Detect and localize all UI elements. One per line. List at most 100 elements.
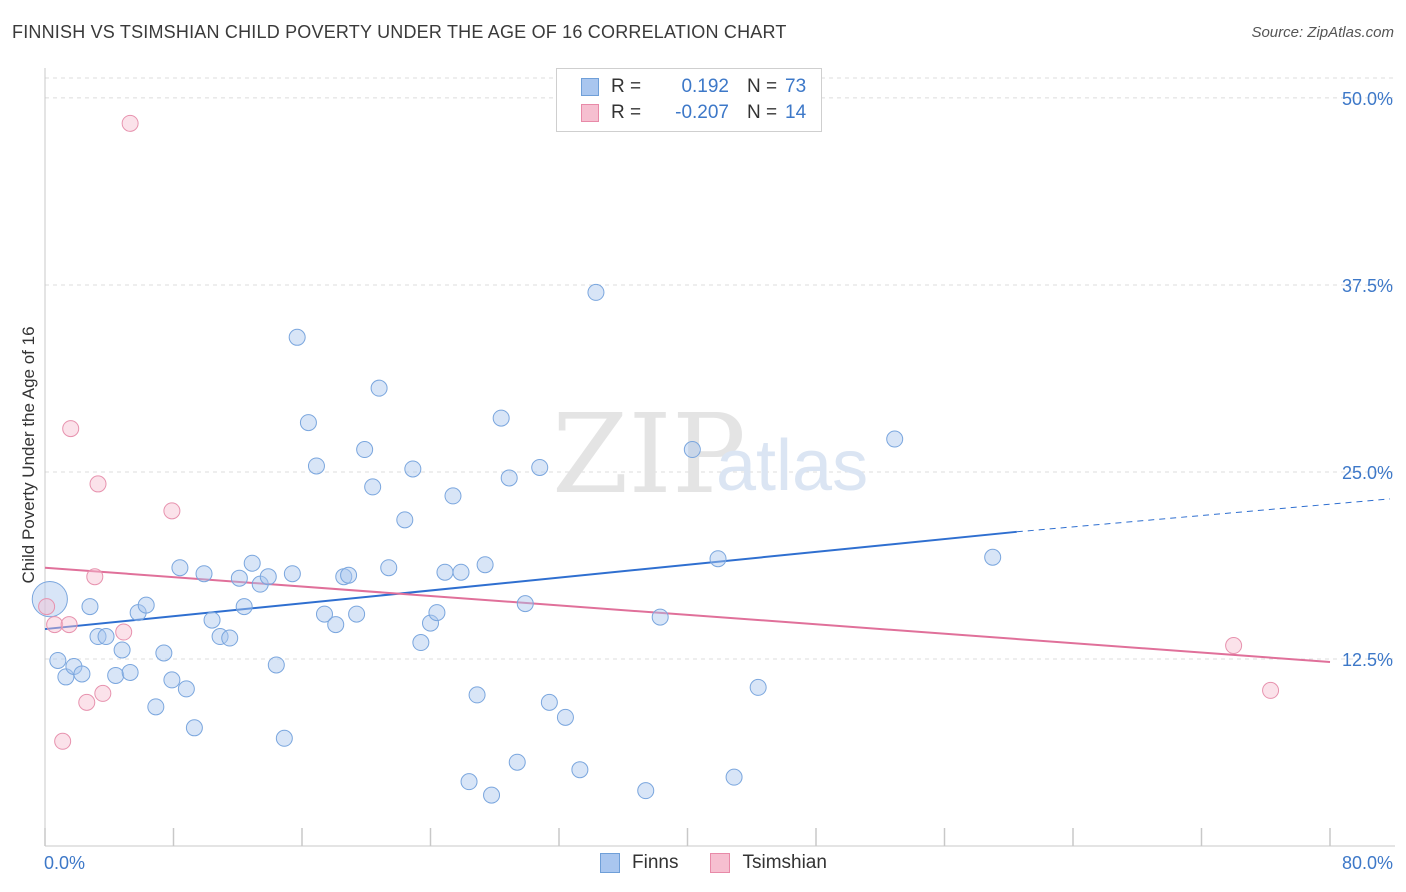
finns-point (396, 511, 414, 529)
x-tick-label: 0.0% (44, 853, 85, 873)
finns-swatch (581, 78, 599, 96)
finns-point (356, 441, 374, 459)
grid-lines (45, 77, 1395, 660)
finns-point (508, 753, 526, 771)
finns-legend-label: Finns (632, 852, 679, 873)
finns-point (370, 379, 388, 397)
finns-point (147, 698, 165, 716)
finns-point (315, 605, 333, 623)
finns-point (243, 554, 261, 572)
finns-point (348, 605, 366, 623)
tsimshian-point (1262, 681, 1280, 699)
finns-point (307, 457, 325, 475)
finns-point (121, 663, 139, 681)
finns-point (516, 595, 534, 613)
finns-point (412, 634, 430, 652)
finns-point (267, 656, 285, 674)
y-tick-label: 50.0% (1342, 89, 1393, 109)
y-tick-labels: 12.5% 25.0% 37.5% 50.0% (1342, 89, 1393, 670)
tsimshian-point (54, 732, 72, 750)
finns-point (203, 611, 221, 629)
tsimshian-point (38, 598, 56, 616)
finns-point (221, 629, 239, 647)
finns-point (299, 414, 317, 432)
finns-point (460, 773, 478, 791)
x-tick-label: 80.0% (1342, 853, 1393, 873)
finns-point (651, 608, 669, 626)
tsimshian-point (78, 693, 96, 711)
finns-point (113, 641, 131, 659)
legend-item-tsimshian[interactable]: Tsimshian (710, 852, 827, 874)
tsimshian-legend-swatch (710, 853, 731, 873)
finns-point (171, 559, 189, 577)
finns-point (476, 556, 494, 574)
tsimshian-swatch (581, 104, 599, 122)
finns-point (444, 487, 462, 505)
tsimshian-legend-label: Tsimshian (742, 852, 827, 873)
tsimshian-point (89, 475, 107, 493)
series-legend: Finns Tsimshian (600, 852, 859, 874)
watermark: ZIP atlas (552, 390, 868, 518)
finns-point (540, 693, 558, 711)
scatter-points (31, 105, 1280, 804)
finns-point (364, 478, 382, 496)
finns-point (683, 441, 701, 459)
watermark-atlas: atlas (716, 426, 868, 506)
finns-point (163, 671, 181, 689)
finns-point (492, 409, 510, 427)
tsimshian-point (60, 616, 78, 634)
finns-point (886, 430, 904, 448)
finns-point (97, 628, 115, 646)
tsimshian-point (1225, 637, 1243, 655)
y-tick-label: 12.5% (1342, 650, 1393, 670)
axes (44, 68, 1395, 847)
legend-r-value: -0.207 (675, 102, 729, 123)
finns-point (275, 729, 293, 747)
finns-point (155, 644, 173, 662)
finns-trend-line (44, 530, 1017, 631)
legend-n-value: 14 (785, 102, 807, 123)
finns-point (709, 550, 727, 568)
finns-point (81, 598, 99, 616)
finns-point (259, 568, 277, 586)
finns-point (725, 768, 743, 786)
finns-point (556, 708, 574, 726)
stats-legend: R = 0.192 N = 73 R = -0.207 N = 14 (556, 68, 822, 132)
finns-point (571, 761, 589, 779)
finns-point (422, 614, 439, 632)
watermark-zip: ZIP (552, 390, 746, 518)
legend-item-finns[interactable]: Finns (600, 852, 678, 874)
finns-point (283, 565, 301, 583)
source-label: Source: ZipAtlas.com (1251, 24, 1394, 41)
finns-point (137, 596, 155, 614)
finns-point (587, 283, 605, 301)
finns-point (230, 569, 248, 587)
finns-point (185, 719, 203, 737)
tsimshian-point (86, 568, 104, 586)
finns-point (73, 665, 91, 683)
finns-point (436, 563, 454, 581)
legend-n-label: N = (747, 76, 778, 97)
y-tick-label: 25.0% (1342, 463, 1393, 483)
finns-point (452, 563, 470, 581)
tsimshian-point (121, 114, 139, 132)
finns-trend-extension (1016, 498, 1391, 533)
finns-point (749, 678, 767, 696)
finns-point (49, 651, 67, 669)
y-tick-label: 37.5% (1342, 276, 1393, 296)
chart-title: FINNISH VS TSIMSHIAN CHILD POVERTY UNDER… (12, 22, 787, 42)
finns-point (380, 559, 398, 577)
finns-point (404, 460, 422, 478)
y-axis-label: Child Poverty Under the Age of 16 (19, 326, 38, 583)
finns-point (327, 616, 345, 634)
finns-point (500, 469, 518, 487)
legend-r-label: R = (611, 102, 642, 123)
tsimshian-point (62, 420, 80, 438)
tsimshian-point (115, 623, 133, 641)
legend-r-value: 0.192 (681, 76, 729, 97)
finns-point (288, 328, 306, 346)
tsimshian-trend-line (44, 566, 1331, 663)
legend-row-tsimshian: R = -0.207 N = 14 (581, 100, 806, 126)
finns-point (984, 548, 1002, 566)
